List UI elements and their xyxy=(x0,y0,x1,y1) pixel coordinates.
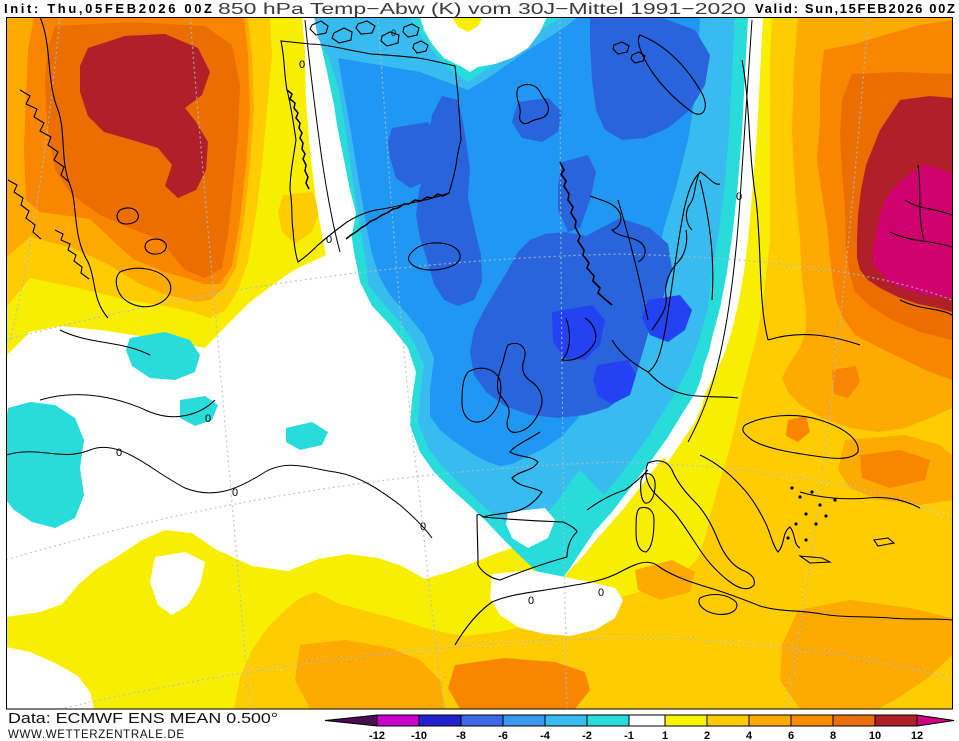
svg-text:0: 0 xyxy=(326,234,332,246)
svg-text:-6: -6 xyxy=(498,730,508,741)
svg-text:-10: -10 xyxy=(411,730,427,741)
svg-text:2: 2 xyxy=(704,730,710,741)
svg-text:0: 0 xyxy=(299,59,305,71)
svg-text:Init: Thu,05FEB2026 00Z: Init: Thu,05FEB2026 00Z xyxy=(4,1,212,16)
svg-text:-2: -2 xyxy=(582,730,592,741)
svg-text:Data: ECMWF ENS MEAN 0.500°: Data: ECMWF ENS MEAN 0.500° xyxy=(8,710,278,727)
svg-text:Valid: Sun,15FEB2026 00Z: Valid: Sun,15FEB2026 00Z xyxy=(755,1,955,16)
svg-text:12: 12 xyxy=(911,730,923,741)
svg-text:WWW.WETTERZENTRALE.DE: WWW.WETTERZENTRALE.DE xyxy=(8,729,184,741)
svg-text:-8: -8 xyxy=(456,730,466,741)
svg-text:0: 0 xyxy=(528,595,534,607)
svg-text:6: 6 xyxy=(788,730,794,741)
svg-text:0: 0 xyxy=(598,587,604,599)
svg-text:1: 1 xyxy=(662,730,668,741)
svg-text:4: 4 xyxy=(746,730,753,741)
svg-text:0: 0 xyxy=(420,521,426,533)
svg-text:0: 0 xyxy=(736,191,742,203)
svg-text:0: 0 xyxy=(116,447,122,459)
svg-text:10: 10 xyxy=(869,730,881,741)
svg-text:-12: -12 xyxy=(369,730,385,741)
svg-text:8: 8 xyxy=(830,730,836,741)
svg-text:-4: -4 xyxy=(540,730,551,741)
svg-text:-1: -1 xyxy=(624,730,634,741)
svg-text:0: 0 xyxy=(205,413,211,425)
svg-text:0: 0 xyxy=(391,28,396,38)
svg-text:850 hPa Temp−Abw (K) vom 30J−M: 850 hPa Temp−Abw (K) vom 30J−Mittel 1991… xyxy=(218,1,746,18)
svg-text:0: 0 xyxy=(232,487,238,499)
